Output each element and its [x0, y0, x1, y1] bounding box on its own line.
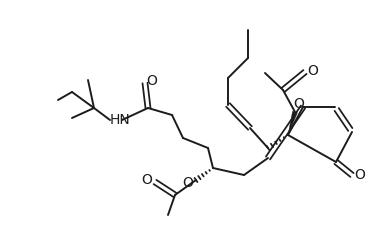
Text: O: O: [308, 64, 318, 78]
Polygon shape: [288, 111, 297, 135]
Text: O: O: [183, 176, 193, 190]
Text: HN: HN: [110, 113, 130, 127]
Text: O: O: [355, 168, 365, 182]
Text: O: O: [147, 74, 157, 88]
Text: O: O: [142, 173, 153, 187]
Text: O: O: [294, 97, 304, 111]
